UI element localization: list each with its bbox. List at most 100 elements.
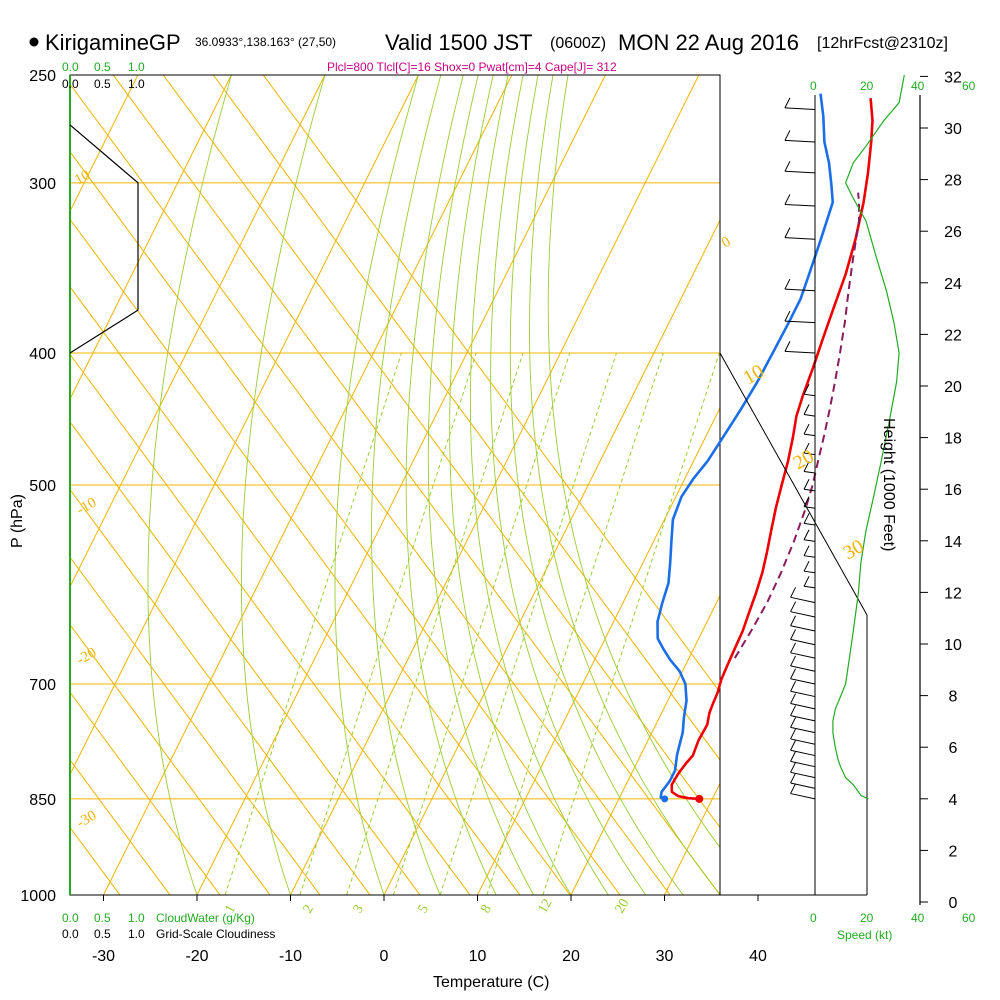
moist-adiabat-line — [371, 75, 442, 895]
wind-frame-diagonal — [719, 352, 868, 616]
wind-barb-flag — [790, 693, 797, 704]
wind-barb — [790, 703, 816, 710]
moist-adiabat-line — [529, 75, 720, 895]
wind-barb — [790, 760, 816, 768]
wind-barb-flag — [784, 130, 791, 141]
cloud-scale-top-black-0: 0.0 — [62, 77, 79, 91]
forecast-info: [12hrFcst@2310z] — [817, 35, 948, 52]
isotherm-label: 0 — [719, 234, 733, 252]
wind-barb — [790, 596, 816, 604]
pressure-tick-label: 300 — [29, 176, 56, 193]
wind-barb-flag — [803, 479, 810, 490]
cloudiness-scale-0: 0.0 — [62, 927, 79, 941]
temperature-tick-label: -20 — [185, 948, 208, 965]
cloud-scale-top-black-2: 1.0 — [128, 77, 145, 91]
cloud-scale-bottom-green-0: 0.0 — [62, 911, 79, 925]
wind-barb — [790, 611, 816, 618]
height-tick-label: 0 — [949, 895, 958, 912]
moist-adiabat-line — [490, 75, 647, 895]
wind-barb-flag — [790, 668, 797, 679]
mixing-ratio-line — [439, 352, 617, 895]
temperature-tick-label: -10 — [279, 948, 302, 965]
isotherm-label: -10 — [74, 495, 99, 519]
height-tick-label: 12 — [944, 585, 962, 602]
wind-barb-flag — [790, 629, 797, 640]
height-tick-label: 4 — [949, 792, 958, 809]
wind-barb — [790, 625, 816, 632]
height-tick-label: 2 — [949, 843, 958, 860]
temperature-tick-label: 20 — [562, 948, 580, 965]
wind-barb-flag — [803, 461, 810, 472]
temperature-tick-label: 30 — [656, 948, 674, 965]
wind-barb-flag — [784, 97, 791, 109]
mixing-ratio-line — [299, 352, 477, 895]
x-axis-title: Temperature (C) — [433, 974, 549, 991]
station-name: KirigamineGP — [45, 30, 181, 55]
parcel-line — [733, 192, 860, 659]
surface-dewpoint-dot — [661, 795, 669, 803]
y-axis-title: P (hPa) — [9, 494, 26, 548]
mixing-ratio-label: 5 — [415, 902, 431, 916]
wind-barb-flag — [790, 728, 797, 740]
wind-barb-flag — [790, 587, 797, 598]
wind-barb — [790, 771, 816, 779]
wind-scale-bottom-0: 0 — [810, 911, 817, 925]
wind-barb — [784, 203, 816, 207]
plot-lines — [69, 74, 874, 896]
isotherm-label: -30 — [74, 808, 99, 832]
cloud-scale-bottom: 0.0 0.5 1.0 CloudWater (g/Kg) 0.0 0.5 1.… — [62, 911, 275, 941]
mixing-ratio-label: 3 — [350, 902, 366, 916]
wind-panel — [719, 74, 928, 905]
height-tick-label: 32 — [944, 69, 962, 86]
height-tick-label: 18 — [944, 431, 962, 448]
wind-barb — [803, 585, 816, 589]
isotherm-line — [852, 75, 1000, 895]
wind-barb — [790, 793, 816, 800]
temperature-tick-label: 10 — [469, 948, 487, 965]
wind-barb — [784, 139, 816, 143]
wind-scale-top-1: 20 — [860, 79, 874, 93]
cloud-scale-top-green-1: 0.5 — [94, 60, 111, 74]
cloudiness-scale-2: 1.0 — [128, 927, 145, 941]
wind-barb — [803, 413, 816, 417]
height-tick-label: 26 — [944, 224, 962, 241]
valid-time: Valid 1500 JST — [385, 30, 533, 55]
wind-barb — [803, 452, 816, 456]
wind-barb — [803, 488, 816, 492]
wind-barb — [790, 665, 816, 672]
wind-barb-flag — [803, 545, 810, 556]
height-tick-label: 14 — [944, 534, 962, 551]
dry-adiabat-line — [70, 556, 321, 895]
wind-speed-scale: 0 20 40 60 0 20 40 60 Speed (kt) — [810, 79, 976, 942]
wind-barb-flag — [803, 529, 810, 541]
wind-scale-bottom-2: 40 — [911, 911, 925, 925]
cloud-scale-bottom-green-1: 0.5 — [94, 911, 111, 925]
cloudiness-profile — [69, 124, 139, 354]
height-tick-label: 16 — [944, 482, 962, 499]
height-tick-label: 22 — [944, 327, 962, 344]
temperature-tick-label: 0 — [380, 948, 389, 965]
mixing-ratio-label: 20 — [612, 896, 632, 916]
isotherm-label: 10 — [72, 167, 93, 188]
wind-barb-flag — [803, 560, 810, 572]
cloud-scale-bottom-green-2: 1.0 — [128, 911, 145, 925]
wind-barb-flag — [784, 227, 791, 238]
wind-scale-top-2: 40 — [911, 79, 925, 93]
mixing-ratio-line — [346, 352, 524, 895]
wind-barb-flag — [790, 717, 797, 728]
surface-temperature-dot — [695, 794, 704, 803]
mixing-ratio-line — [392, 352, 571, 895]
wind-barb-flag — [790, 783, 797, 794]
station-bullet-icon — [29, 37, 39, 47]
wind-barb-flag — [790, 740, 797, 751]
wind-barb — [790, 638, 816, 646]
moist-adiabat-line — [334, 75, 419, 895]
wind-barb-flag — [790, 642, 797, 654]
pressure-tick-label: 250 — [29, 68, 56, 85]
pressure-tick-label: 700 — [29, 677, 56, 694]
moist-adiabat-line — [427, 75, 534, 895]
moist-adiabat-line — [509, 75, 684, 895]
pressure-tick-label: 850 — [29, 792, 56, 809]
wind-barb-flag — [784, 341, 791, 352]
